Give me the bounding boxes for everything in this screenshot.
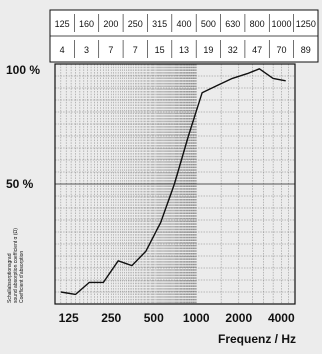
header-top-cell: 500 [201, 19, 216, 29]
header-top-cell: 630 [225, 19, 240, 29]
header-bottom-cell: 3 [84, 45, 89, 55]
header-bottom-cell: 7 [108, 45, 113, 55]
x-tick-label: 250 [101, 311, 121, 325]
header-bottom-cell: 89 [301, 45, 311, 55]
header-bottom-cell: 7 [133, 45, 138, 55]
header-bottom-cell: 4 [60, 45, 65, 55]
header-bottom-cell: 15 [155, 45, 165, 55]
y-tick-100: 100 % [6, 63, 40, 77]
x-tick-label: 4000 [268, 311, 295, 325]
header-top-cell: 800 [250, 19, 265, 29]
frequency-header-table: 125 4 160 3 200 7 250 7 315 15 400 13 500 19 630 32 800 4… [50, 10, 318, 62]
header-top-cell: 400 [176, 19, 191, 29]
header-top-cell: 1000 [271, 19, 291, 29]
header-top-cell: 1250 [296, 19, 316, 29]
header-top-cell: 200 [103, 19, 118, 29]
x-tick-label: 125 [59, 311, 79, 325]
header-bottom-cell: 13 [179, 45, 189, 55]
header-top-cell: 315 [152, 19, 167, 29]
x-axis-label: Frequenz / Hz [218, 332, 296, 346]
y-axis-label: Schallabsorptionsgrad sound absorption c… [7, 228, 25, 303]
x-tick-label: 500 [144, 311, 164, 325]
header-bottom-cell: 19 [203, 45, 213, 55]
y-axis-label-line-3: Coefficient d’absorption [19, 251, 25, 303]
x-tick-labels: 125 250 500 1000 2000 4000 [59, 311, 295, 325]
header-top-cell: 125 [55, 19, 70, 29]
header-top-cell: 160 [79, 19, 94, 29]
x-tick-label: 2000 [225, 311, 252, 325]
header-bottom-cell: 70 [276, 45, 286, 55]
x-tick-label: 1000 [183, 311, 210, 325]
header-bottom-cell: 32 [228, 45, 238, 55]
header-bottom-cell: 47 [252, 45, 262, 55]
y-tick-50: 50 % [6, 177, 34, 191]
header-top-cell: 250 [128, 19, 143, 29]
